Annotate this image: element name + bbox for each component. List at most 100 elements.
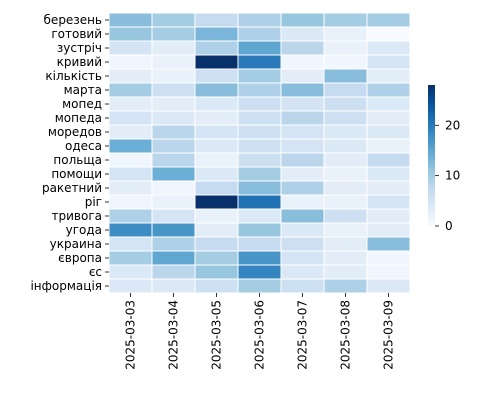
heatmap-cell xyxy=(108,194,153,210)
heatmap-cell xyxy=(280,208,325,224)
heatmap-cell xyxy=(366,68,411,84)
heatmap-cell xyxy=(323,250,368,266)
heatmap-cell xyxy=(108,180,153,196)
row-label: інформація xyxy=(30,279,102,293)
heatmap-cell xyxy=(280,222,325,238)
heatmap-cell xyxy=(108,96,153,112)
heatmap-cell xyxy=(151,68,196,84)
heatmap-cell xyxy=(194,152,239,168)
heatmap-cell xyxy=(237,54,282,70)
column-label: 2025-03-06 xyxy=(253,300,267,370)
heatmap-cell xyxy=(108,152,153,168)
heatmap-cell xyxy=(151,82,196,98)
heatmap-cell xyxy=(151,222,196,238)
heatmap-cell xyxy=(151,250,196,266)
heatmap-cell xyxy=(366,82,411,98)
column-label: 2025-03-03 xyxy=(124,300,138,370)
heatmap-cell xyxy=(151,194,196,210)
row-label: тривога xyxy=(52,209,102,223)
heatmap-cell xyxy=(280,26,325,42)
heatmap-cell xyxy=(366,166,411,182)
row-label: європа xyxy=(58,251,102,265)
heatmap-cell xyxy=(366,180,411,196)
heatmap-cell xyxy=(323,278,368,294)
heatmap-cell xyxy=(323,40,368,56)
heatmap-cell xyxy=(194,82,239,98)
heatmap-cell xyxy=(323,194,368,210)
colorbar-tick-label: 10 xyxy=(445,169,460,183)
heatmap-cell xyxy=(194,236,239,252)
heatmap-cell xyxy=(108,250,153,266)
heatmap-cell xyxy=(280,110,325,126)
heatmap-cell xyxy=(280,236,325,252)
heatmap-cell xyxy=(151,236,196,252)
heatmap-cell xyxy=(237,40,282,56)
heatmap-cell xyxy=(237,166,282,182)
heatmap-cell xyxy=(194,166,239,182)
heatmap-cell xyxy=(366,278,411,294)
row-label: марта xyxy=(64,83,102,97)
heatmap-cell xyxy=(194,138,239,154)
heatmap-cell xyxy=(237,208,282,224)
heatmap-cell xyxy=(194,180,239,196)
heatmap-cell xyxy=(108,124,153,140)
heatmap-cell xyxy=(280,250,325,266)
heatmap-cell xyxy=(151,96,196,112)
row-label: готовий xyxy=(51,27,102,41)
row-label: моредов xyxy=(48,125,102,139)
heatmap-cell xyxy=(237,236,282,252)
heatmap-cell xyxy=(194,12,239,28)
heatmap-cell xyxy=(366,208,411,224)
heatmap-cell xyxy=(323,208,368,224)
heatmap-cell xyxy=(366,194,411,210)
heatmap-cell xyxy=(366,12,411,28)
heatmap-cell xyxy=(194,124,239,140)
heatmap-cell xyxy=(323,54,368,70)
heatmap-cell xyxy=(108,68,153,84)
row-label: березень xyxy=(44,13,102,27)
heatmap-cell xyxy=(323,180,368,196)
heatmap-cell xyxy=(194,54,239,70)
heatmap-cell xyxy=(323,222,368,238)
heatmap-cell xyxy=(280,166,325,182)
column-label: 2025-03-09 xyxy=(382,300,396,370)
heatmap-cell xyxy=(280,54,325,70)
heatmap-cell xyxy=(280,124,325,140)
heatmap-cell xyxy=(194,208,239,224)
heatmap-cell xyxy=(108,138,153,154)
heatmap-cell xyxy=(366,236,411,252)
heatmap-cell xyxy=(366,138,411,154)
row-label: украина xyxy=(50,237,102,251)
row-label: ракетний xyxy=(42,181,102,195)
row-label: одеса xyxy=(65,139,102,153)
heatmap-cell xyxy=(323,236,368,252)
heatmap-cell xyxy=(237,26,282,42)
heatmap-cell xyxy=(237,68,282,84)
heatmap-cell xyxy=(194,250,239,266)
heatmap-cell xyxy=(151,110,196,126)
heatmap-cell xyxy=(151,54,196,70)
heatmap-cell xyxy=(323,96,368,112)
heatmap-cell xyxy=(151,26,196,42)
heatmap-cell xyxy=(366,40,411,56)
column-label: 2025-03-04 xyxy=(167,300,181,370)
heatmap-cell xyxy=(323,152,368,168)
heatmap-cell xyxy=(108,110,153,126)
heatmap-cell xyxy=(237,250,282,266)
heatmap-cell xyxy=(151,180,196,196)
column-label: 2025-03-07 xyxy=(296,300,310,370)
row-label: кривий xyxy=(57,55,102,69)
colorbar-tick-label: 20 xyxy=(445,118,460,132)
heatmap-cell xyxy=(280,40,325,56)
colorbar-tick-label: 0 xyxy=(445,219,453,233)
row-label: ріг xyxy=(85,195,102,209)
heatmap-cell xyxy=(323,110,368,126)
heatmap-cell xyxy=(323,82,368,98)
heatmap-cell xyxy=(237,264,282,280)
heatmap-cell xyxy=(237,222,282,238)
heatmap-cell xyxy=(194,278,239,294)
heatmap-cells xyxy=(108,12,411,294)
colorbar-gradient xyxy=(428,85,435,226)
heatmap-cell xyxy=(194,68,239,84)
heatmap-cell xyxy=(194,26,239,42)
